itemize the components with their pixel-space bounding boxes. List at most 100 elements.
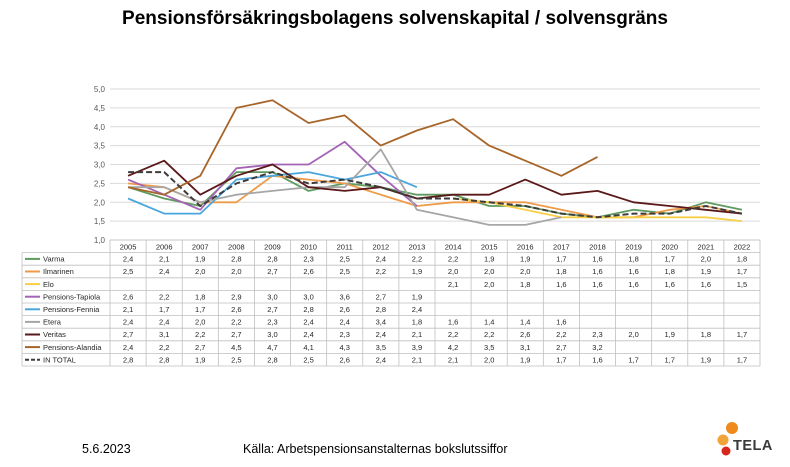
data-label: 4,5	[231, 343, 241, 352]
x-tick-label: 2013	[409, 242, 426, 251]
data-label: 4,7	[267, 343, 277, 352]
data-label: 1,7	[737, 355, 747, 364]
data-label: 1,9	[195, 355, 205, 364]
data-label: 4,1	[303, 343, 313, 352]
data-label: 2,3	[592, 330, 602, 339]
legend-label: Pensions-Fennia	[43, 305, 100, 314]
data-label: 2,5	[340, 267, 350, 276]
data-label: 2,8	[303, 305, 313, 314]
data-label: 1,6	[592, 355, 602, 364]
data-label: 2,8	[267, 355, 277, 364]
data-label: 1,7	[195, 305, 205, 314]
data-label: 2,0	[448, 267, 458, 276]
data-label: 1,8	[665, 267, 675, 276]
data-label: 1,7	[737, 330, 747, 339]
data-label: 2,9	[231, 292, 241, 301]
data-label: 1,7	[556, 255, 566, 264]
data-label: 2,2	[448, 255, 458, 264]
legend-label: Veritas	[43, 330, 66, 339]
chart-title: Pensionsförsäkringsbolagens solvenskapit…	[122, 8, 668, 29]
data-label: 2,1	[159, 255, 169, 264]
data-label: 2,6	[340, 355, 350, 364]
data-label: 2,6	[231, 305, 241, 314]
data-label: 2,6	[340, 305, 350, 314]
data-label: 1,9	[520, 355, 530, 364]
y-tick-label: 1,0	[94, 236, 106, 245]
data-label: 1,9	[701, 355, 711, 364]
legend-label: Etera	[43, 318, 62, 327]
series-line	[127, 171, 743, 219]
data-label: 1,8	[412, 318, 422, 327]
data-label: 4,3	[340, 343, 350, 352]
data-label: 2,4	[376, 255, 386, 264]
data-label: 1,6	[628, 267, 638, 276]
data-label: 2,5	[340, 255, 350, 264]
data-label: 1,6	[665, 280, 675, 289]
data-label: 2,0	[628, 330, 638, 339]
legend-label: Elo	[43, 280, 54, 289]
series-line	[127, 171, 418, 215]
x-tick-label: 2009	[264, 242, 281, 251]
x-tick-label: 2020	[661, 242, 678, 251]
data-label: 1,4	[484, 318, 494, 327]
data-label: 3,9	[412, 343, 422, 352]
x-tick-label: 2017	[553, 242, 570, 251]
data-label: 2,4	[303, 330, 313, 339]
data-label: 1,6	[592, 280, 602, 289]
x-tick-label: 2015	[481, 242, 498, 251]
series-line	[128, 148, 562, 226]
data-label: 3,5	[484, 343, 494, 352]
data-label: 1,7	[556, 355, 566, 364]
data-label: 2,6	[123, 292, 133, 301]
data-label: 1,8	[556, 267, 566, 276]
data-label: 2,6	[303, 267, 313, 276]
y-axis-tick-labels: 1,0 1,5 2,0 2,5 3,0 3,5 4,0 4,5 5,0	[94, 85, 106, 245]
data-label: 2,8	[123, 355, 133, 364]
data-label: 2,7	[267, 267, 277, 276]
x-tick-label: 2014	[445, 242, 462, 251]
legend-label: Ilmarinen	[43, 267, 74, 276]
data-label: 2,1	[448, 355, 458, 364]
data-label: 3,1	[520, 343, 530, 352]
x-tick-label: 2010	[300, 242, 317, 251]
data-label: 1,8	[195, 292, 205, 301]
data-label: 2,2	[231, 318, 241, 327]
data-label: 3,4	[376, 318, 386, 327]
data-label: 2,0	[701, 255, 711, 264]
data-label: 2,7	[267, 305, 277, 314]
logo-dot-orange-top	[726, 422, 738, 434]
data-label: 3,0	[267, 330, 277, 339]
data-label: 2,6	[520, 330, 530, 339]
data-label: 1,6	[701, 280, 711, 289]
data-label: 2,4	[412, 305, 422, 314]
data-label: 2,1	[448, 280, 458, 289]
series-line	[127, 159, 742, 215]
data-label: 2,0	[520, 267, 530, 276]
data-label: 2,1	[123, 305, 133, 314]
data-label: 2,2	[484, 330, 494, 339]
data-label: 3,6	[340, 292, 350, 301]
x-tick-label: 2006	[156, 242, 173, 251]
x-tick-label: 2019	[625, 242, 642, 251]
data-label: 2,1	[412, 355, 422, 364]
series-line	[128, 174, 743, 219]
data-label: 2,4	[123, 318, 133, 327]
series-line	[128, 171, 743, 219]
data-label: 2,8	[267, 255, 277, 264]
x-tick-label: 2011	[337, 242, 353, 251]
data-label: 1,9	[665, 330, 675, 339]
x-tick-label: 2007	[192, 242, 209, 251]
data-label: 2,8	[159, 355, 169, 364]
data-label: 2,0	[484, 280, 494, 289]
data-label: 2,3	[303, 255, 313, 264]
data-label: 1,8	[737, 255, 747, 264]
y-tick-label: 3,0	[94, 161, 106, 170]
data-label: 3,0	[267, 292, 277, 301]
data-label: 2,7	[556, 343, 566, 352]
series-lines	[127, 99, 743, 226]
data-label: 2,7	[231, 330, 241, 339]
data-label: 2,4	[123, 343, 133, 352]
data-label: 2,4	[303, 318, 313, 327]
data-label: 1,5	[737, 280, 747, 289]
